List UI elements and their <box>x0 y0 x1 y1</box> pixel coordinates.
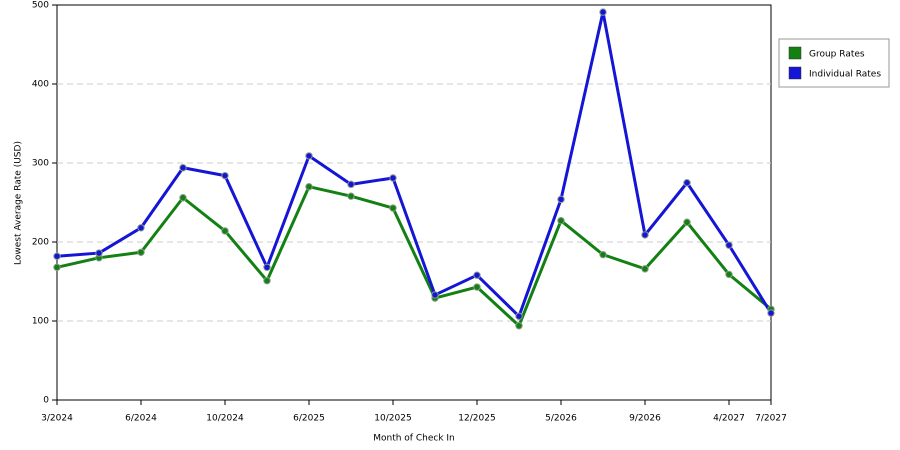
x-tick-label: 9/2026 <box>629 414 661 424</box>
data-point <box>137 224 145 232</box>
data-point <box>347 192 355 200</box>
y-axis-label: Lowest Average Rate (USD) <box>14 141 24 265</box>
data-point <box>473 271 481 279</box>
data-point <box>431 291 439 299</box>
x-tick-label: 6/2025 <box>293 414 325 424</box>
data-point <box>305 152 313 160</box>
y-tick-label: 500 <box>32 1 49 11</box>
x-tick-label: 4/2027 <box>713 414 745 424</box>
data-point <box>641 265 649 273</box>
x-tick-label: 7/2027 <box>755 414 787 424</box>
data-point <box>389 204 397 212</box>
data-point <box>263 263 271 271</box>
y-tick-label: 100 <box>32 317 49 327</box>
data-point <box>683 179 691 187</box>
legend-label: Individual Rates <box>809 70 881 80</box>
series-line <box>56 185 772 328</box>
data-point <box>767 309 775 317</box>
data-point <box>179 194 187 202</box>
data-point <box>725 241 733 249</box>
data-point <box>725 270 733 279</box>
y-tick-label: 300 <box>32 159 49 169</box>
data-point <box>53 263 61 271</box>
data-point <box>95 249 103 257</box>
x-tick-label: 5/2026 <box>545 414 577 424</box>
data-point <box>515 322 523 330</box>
x-tick-label: 12/2025 <box>458 414 495 424</box>
data-point <box>557 195 565 204</box>
data-point <box>473 283 481 291</box>
series-line <box>56 10 773 318</box>
x-tick-label: 10/2024 <box>206 414 244 424</box>
legend-box <box>778 38 890 88</box>
data-point <box>515 312 523 320</box>
x-axis-label: Month of Check In <box>373 434 455 444</box>
data-point <box>599 8 607 16</box>
plot-area <box>56 4 772 401</box>
x-tick-label: 3/2024 <box>41 414 73 424</box>
data-point <box>53 252 61 260</box>
data-point <box>599 250 607 259</box>
data-point <box>137 248 145 256</box>
data-point <box>347 180 355 189</box>
data-point <box>557 216 565 225</box>
x-tick-label: 10/2025 <box>374 414 411 424</box>
data-point <box>683 218 691 226</box>
y-tick-label: 0 <box>43 396 49 406</box>
data-point <box>305 183 313 191</box>
y-tick-label: 200 <box>32 238 49 248</box>
data-point <box>389 174 397 182</box>
legend-swatch <box>788 66 802 80</box>
data-point <box>221 227 229 235</box>
legend-label: Group Rates <box>809 50 865 60</box>
y-tick-label: 400 <box>32 80 49 90</box>
data-point <box>221 171 229 180</box>
data-point <box>179 164 187 172</box>
data-point <box>263 277 271 285</box>
legend-swatch <box>788 46 802 60</box>
x-tick-label: 6/2024 <box>125 414 157 424</box>
data-point <box>641 231 649 239</box>
